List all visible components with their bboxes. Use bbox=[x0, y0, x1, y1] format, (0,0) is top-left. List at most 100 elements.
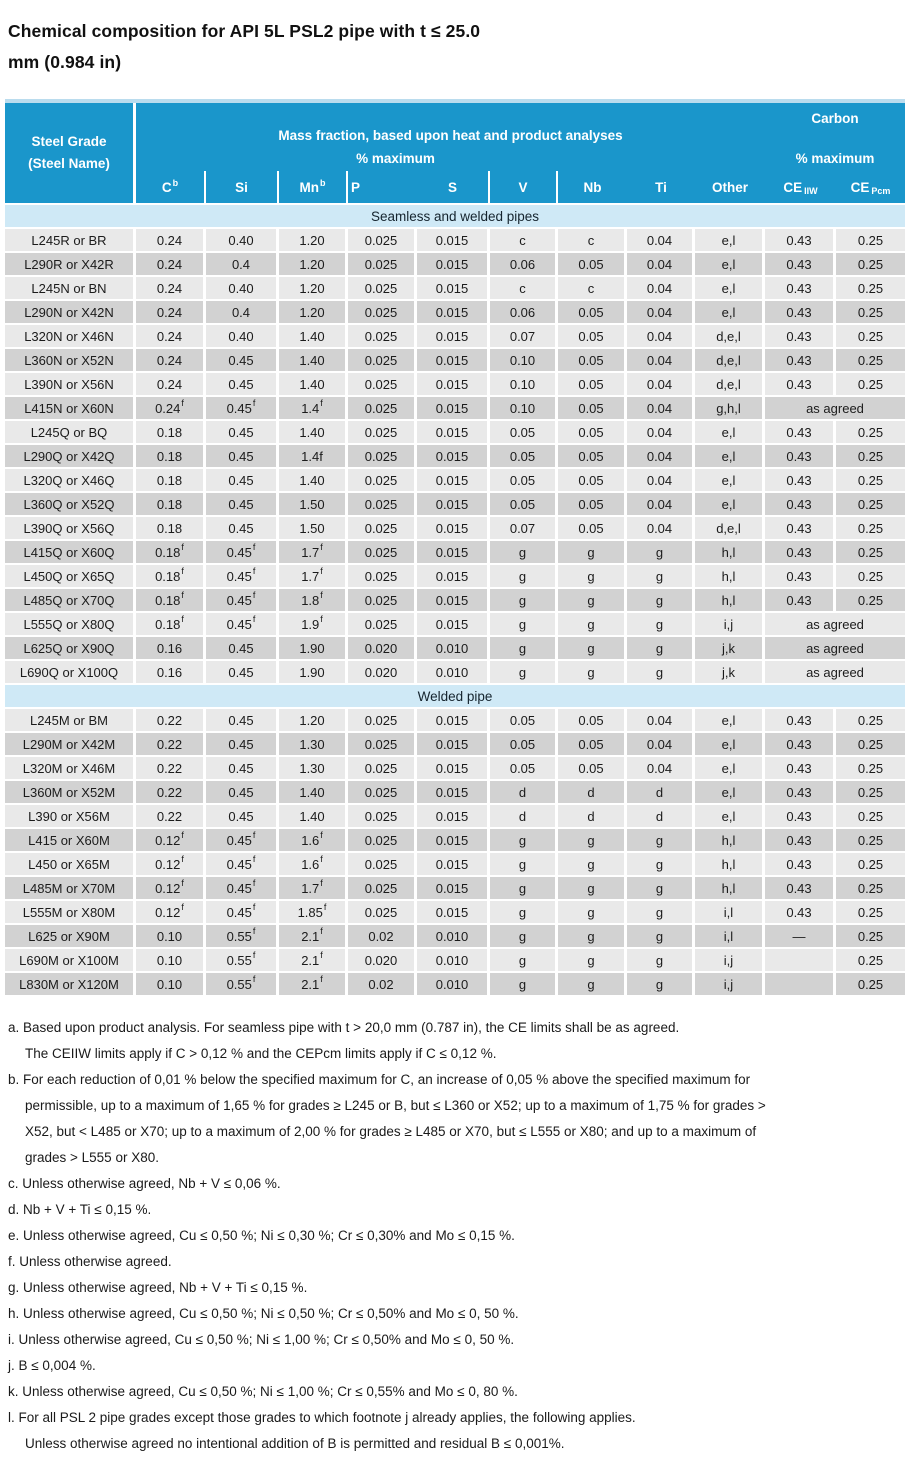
composition-table: Steel Grade (Steel Name) Mass fraction, … bbox=[5, 99, 905, 995]
value-cell: 0.025 bbox=[348, 709, 414, 731]
value-cell: h,l bbox=[695, 877, 762, 899]
value-cell: 1.40 bbox=[279, 349, 345, 371]
value-cell: 1.90 bbox=[279, 661, 345, 683]
value-cell: 0.10 bbox=[490, 373, 555, 395]
value-cell: 0.25 bbox=[836, 973, 905, 995]
footnote-line: c. Unless otherwise agreed, Nb + V ≤ 0,0… bbox=[8, 1176, 281, 1191]
table-header: Steel Grade (Steel Name) Mass fraction, … bbox=[5, 103, 905, 203]
footnote: b. For each reduction of 0,01 % below th… bbox=[8, 1067, 902, 1171]
column-header-s: S bbox=[417, 171, 490, 203]
value-cell: 0.45 bbox=[206, 733, 276, 755]
footnote: k. Unless otherwise agreed, Cu ≤ 0,50 %;… bbox=[8, 1379, 902, 1405]
value-cell: 1.20 bbox=[279, 253, 345, 275]
value-cell: g bbox=[627, 637, 692, 659]
table-top-border bbox=[5, 99, 905, 103]
value-cell: 0.45 bbox=[206, 469, 276, 491]
column-header-ti: Ti bbox=[655, 179, 667, 195]
steel-grade-cell: L830M or X120M bbox=[5, 973, 133, 995]
value-cell: 0.55 f bbox=[206, 973, 276, 995]
pct-maximum-right-header: % maximum bbox=[795, 150, 875, 166]
value-cell: g bbox=[558, 853, 624, 875]
table-row: L415Q or X60Q 0.18 f 0.45 f 1.7 f 0.025 0.015 g g g… bbox=[5, 541, 905, 563]
value-cell: g,h,l bbox=[695, 397, 762, 419]
value-cell: 0.43 bbox=[765, 325, 833, 347]
steel-grade-cell: L245R or BR bbox=[5, 229, 133, 251]
value-cell: 0.43 bbox=[765, 589, 833, 611]
table-row: L555Q or X80Q 0.18 f 0.45 f 1.9 f 0.025 0.015 g g g… bbox=[5, 613, 905, 635]
value-cell: 0.015 bbox=[417, 445, 487, 467]
value-cell: 0.05 bbox=[490, 469, 555, 491]
value-cell: 0.25 bbox=[836, 589, 905, 611]
value-cell: c bbox=[558, 229, 624, 251]
value-cell: g bbox=[490, 877, 555, 899]
value-cell: 0.025 bbox=[348, 781, 414, 803]
value-cell: 0.43 bbox=[765, 301, 833, 323]
value-cell: e,l bbox=[695, 493, 762, 515]
table-row: L485M or X70M 0.12 f 0.45 f 1.7 f 0.025 0.015 g g g… bbox=[5, 877, 905, 899]
value-cell: 0.04 bbox=[627, 253, 692, 275]
value-cell: 0.18 bbox=[136, 445, 203, 467]
value-cell: 1.20 bbox=[279, 229, 345, 251]
value-cell: g bbox=[490, 949, 555, 971]
table-row: L450 or X65M 0.12 f 0.45 f 1.6 f 0.025 0.015 g g g h… bbox=[5, 853, 905, 875]
table-row: L625 or X90M 0.10 0.55 f 2.1 f 0.02 0.010 g g g i,l… bbox=[5, 925, 905, 947]
value-cell: 0.05 bbox=[490, 445, 555, 467]
value-cell: 0.45 bbox=[206, 709, 276, 731]
value-cell: 0.05 bbox=[558, 757, 624, 779]
pct-maximum-left-header: % maximum bbox=[356, 150, 435, 166]
value-cell: 0.04 bbox=[627, 469, 692, 491]
value-cell: 0.25 bbox=[836, 301, 905, 323]
value-cell: 0.015 bbox=[417, 277, 487, 299]
value-cell: 1.20 bbox=[279, 277, 345, 299]
value-cell: 0.25 bbox=[836, 325, 905, 347]
value-cell: 1.20 bbox=[279, 709, 345, 731]
footnote-line: e. Unless otherwise agreed, Cu ≤ 0,50 %;… bbox=[8, 1228, 515, 1243]
value-cell: g bbox=[627, 661, 692, 683]
footnote: a. Based upon product analysis. For seam… bbox=[8, 1015, 902, 1067]
value-cell: g bbox=[627, 877, 692, 899]
value-cell: 0.45 bbox=[206, 781, 276, 803]
value-cell: 0.45 bbox=[206, 757, 276, 779]
value-cell: 0.25 bbox=[836, 445, 905, 467]
value-cell: 0.025 bbox=[348, 445, 414, 467]
steel-grade-cell: L450Q or X65Q bbox=[5, 565, 133, 587]
steel-grade-cell: L390N or X56N bbox=[5, 373, 133, 395]
value-cell: 0.24 bbox=[136, 301, 203, 323]
value-cell: e,l bbox=[695, 733, 762, 755]
value-cell: g bbox=[627, 613, 692, 635]
value-cell: e,l bbox=[695, 229, 762, 251]
value-cell: 0.015 bbox=[417, 301, 487, 323]
table-row: L320N or X46N 0.24 0.40 1.40 0.025 0.015 0.07 0… bbox=[5, 325, 905, 347]
value-cell: 1.30 bbox=[279, 733, 345, 755]
value-cell: 0.010 bbox=[417, 637, 487, 659]
footnote-line: g. Unless otherwise agreed, Nb + V + Ti … bbox=[8, 1280, 308, 1295]
value-cell: 0.43 bbox=[765, 517, 833, 539]
steel-grade-cell: L245N or BN bbox=[5, 277, 133, 299]
footnote: f. Unless otherwise agreed. bbox=[8, 1249, 902, 1275]
value-cell: 0.025 bbox=[348, 493, 414, 515]
value-cell: 0.015 bbox=[417, 733, 487, 755]
value-cell: e,l bbox=[695, 421, 762, 443]
value-cell: 0.45 bbox=[206, 637, 276, 659]
value-cell: c bbox=[490, 277, 555, 299]
table-row: L245Q or BQ 0.18 0.45 1.40 0.025 0.015 0.05 0.0… bbox=[5, 421, 905, 443]
value-cell: 0.45 bbox=[206, 805, 276, 827]
value-cell: 0.25 bbox=[836, 541, 905, 563]
value-cell: 0.015 bbox=[417, 517, 487, 539]
value-cell: 0.40 bbox=[206, 325, 276, 347]
column-header-mn: Mn b bbox=[279, 171, 348, 203]
value-cell: 0.18 f bbox=[136, 565, 203, 587]
value-cell: 0.45 f bbox=[206, 901, 276, 923]
value-cell: 0.04 bbox=[627, 445, 692, 467]
steel-grade-cell: L245Q or BQ bbox=[5, 421, 133, 443]
value-cell: 0.025 bbox=[348, 349, 414, 371]
column-header-ce-iiw: CE IIW bbox=[783, 179, 818, 197]
table-row: L245N or BN 0.24 0.40 1.20 0.025 0.015 c c 0.04 e… bbox=[5, 277, 905, 299]
steel-grade-cell: L360N or X52N bbox=[5, 349, 133, 371]
value-cell: 0.24 bbox=[136, 325, 203, 347]
value-cell: 0.025 bbox=[348, 733, 414, 755]
value-cell: 0.025 bbox=[348, 373, 414, 395]
table-row: L485Q or X70Q 0.18 f 0.45 f 1.8 f 0.025 0.015 g g g… bbox=[5, 589, 905, 611]
value-cell: 1.40 bbox=[279, 421, 345, 443]
value-cell: 0.010 bbox=[417, 973, 487, 995]
